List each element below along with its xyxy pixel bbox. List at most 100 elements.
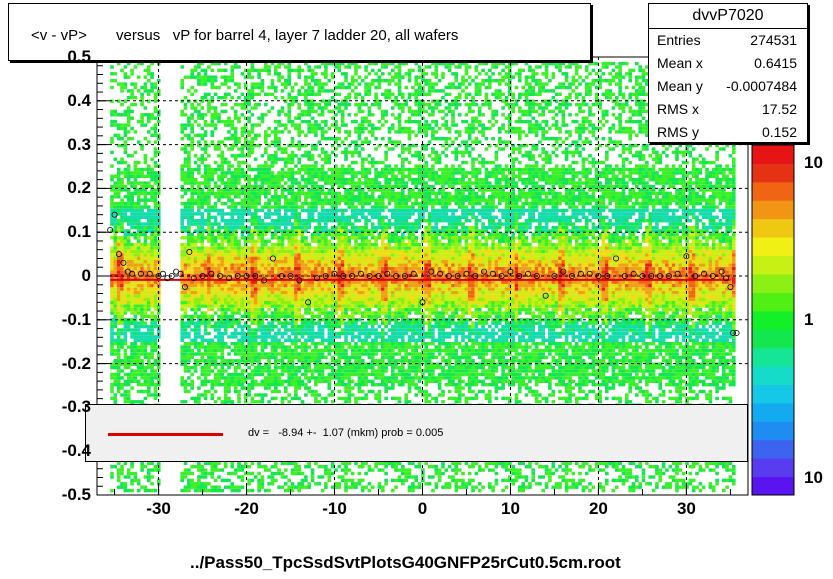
heatmap-cell — [307, 376, 311, 380]
heatmap-cell — [203, 338, 208, 342]
heatmap-cell — [227, 242, 231, 247]
heatmap-cell — [247, 386, 251, 390]
heatmap-cell — [227, 277, 231, 281]
heatmap-cell — [270, 297, 275, 301]
heatmap-cell — [197, 239, 201, 243]
heatmap-cell — [200, 133, 205, 137]
heatmap-cell — [307, 277, 311, 281]
heatmap-cell — [223, 225, 228, 230]
heatmap-cell — [310, 471, 315, 476]
heatmap-cell — [324, 150, 328, 155]
heatmap-cell — [304, 304, 308, 308]
heatmap-cell — [187, 345, 191, 349]
heatmap-cell — [284, 386, 288, 390]
heatmap-cell — [307, 106, 311, 110]
heatmap-cell — [190, 318, 194, 322]
heatmap-cell — [324, 294, 328, 298]
heatmap-cell — [260, 89, 265, 93]
heatmap-cell — [270, 338, 275, 342]
heatmap-cell — [207, 348, 211, 353]
heatmap-cell — [284, 160, 288, 165]
heatmap-cell — [153, 174, 158, 178]
heatmap-cell — [200, 304, 205, 308]
heatmap-cell — [197, 79, 201, 83]
heatmap-cell — [280, 290, 285, 295]
heatmap-cell — [264, 362, 268, 366]
heatmap-cell — [243, 396, 248, 401]
heatmap-cell — [203, 331, 208, 336]
heatmap-cell — [277, 297, 281, 301]
heatmap-cell — [324, 215, 328, 219]
heatmap-cell — [317, 225, 322, 230]
heatmap-cell — [310, 191, 315, 196]
heatmap-cell — [274, 324, 278, 329]
heatmap-cell — [190, 246, 194, 250]
heatmap-cell — [227, 345, 231, 349]
heatmap-cell — [147, 297, 151, 301]
heatmap-cell — [217, 273, 221, 278]
heatmap-cell — [297, 123, 301, 127]
heatmap-cell — [180, 123, 184, 127]
heatmap-cell — [203, 178, 208, 182]
heatmap-cell — [304, 277, 308, 281]
heatmap-cell — [147, 92, 151, 96]
heatmap-cell — [257, 287, 261, 291]
heatmap-cell — [217, 355, 221, 360]
heatmap-cell — [304, 376, 308, 380]
heatmap-cell — [120, 294, 124, 298]
heatmap-cell — [237, 239, 241, 243]
heatmap-cell — [190, 355, 194, 360]
heatmap-cell — [203, 130, 208, 134]
heatmap-cell — [253, 222, 258, 226]
heatmap-cell — [136, 208, 141, 213]
heatmap-cell — [267, 352, 271, 356]
heatmap-cell — [197, 266, 201, 271]
heatmap-cell — [284, 314, 288, 319]
heatmap-cell — [190, 263, 194, 267]
heatmap-cell — [294, 331, 298, 336]
heatmap-cell — [113, 266, 118, 271]
heatmap-cell — [304, 359, 308, 363]
heatmap-cell — [136, 345, 141, 349]
heatmap-cell — [237, 383, 241, 387]
heatmap-cell — [317, 215, 322, 219]
heatmap-cell — [320, 335, 325, 339]
heatmap-cell — [207, 321, 211, 325]
heatmap-cell — [143, 389, 148, 394]
heatmap-cell — [220, 488, 225, 493]
heatmap-cell — [116, 338, 121, 342]
heatmap-cell — [230, 249, 235, 254]
heatmap-cell — [240, 232, 245, 237]
heatmap-cell — [153, 225, 158, 230]
heatmap-cell — [183, 475, 188, 479]
heatmap-cell — [267, 307, 271, 312]
heatmap-cell — [140, 321, 144, 325]
heatmap-cell — [264, 376, 268, 380]
heatmap-cell — [217, 242, 221, 247]
heatmap-cell — [110, 256, 114, 260]
heatmap-cell — [287, 116, 291, 120]
heatmap-cell — [274, 396, 278, 401]
heatmap-cell — [307, 82, 311, 86]
heatmap-cell — [180, 167, 184, 172]
heatmap-cell — [330, 263, 335, 267]
heatmap-cell — [197, 478, 201, 483]
heatmap-cell — [304, 191, 308, 196]
heatmap-cell — [217, 475, 221, 479]
heatmap-cell — [187, 482, 191, 486]
heatmap-cell — [247, 393, 251, 397]
heatmap-cell — [133, 222, 138, 226]
heatmap-cell — [213, 362, 218, 366]
heatmap-cell — [183, 488, 188, 493]
heatmap-cell — [223, 465, 228, 469]
heatmap-cell — [207, 280, 211, 284]
heatmap-cell — [187, 160, 191, 165]
heatmap-cell — [314, 208, 318, 213]
heatmap-cell — [297, 263, 301, 267]
heatmap-cell — [300, 205, 305, 209]
heatmap-cell — [200, 154, 205, 158]
heatmap-cell — [314, 174, 318, 178]
heatmap-cell — [300, 253, 305, 257]
heatmap-cell — [307, 181, 311, 185]
heatmap-cell — [116, 287, 121, 291]
